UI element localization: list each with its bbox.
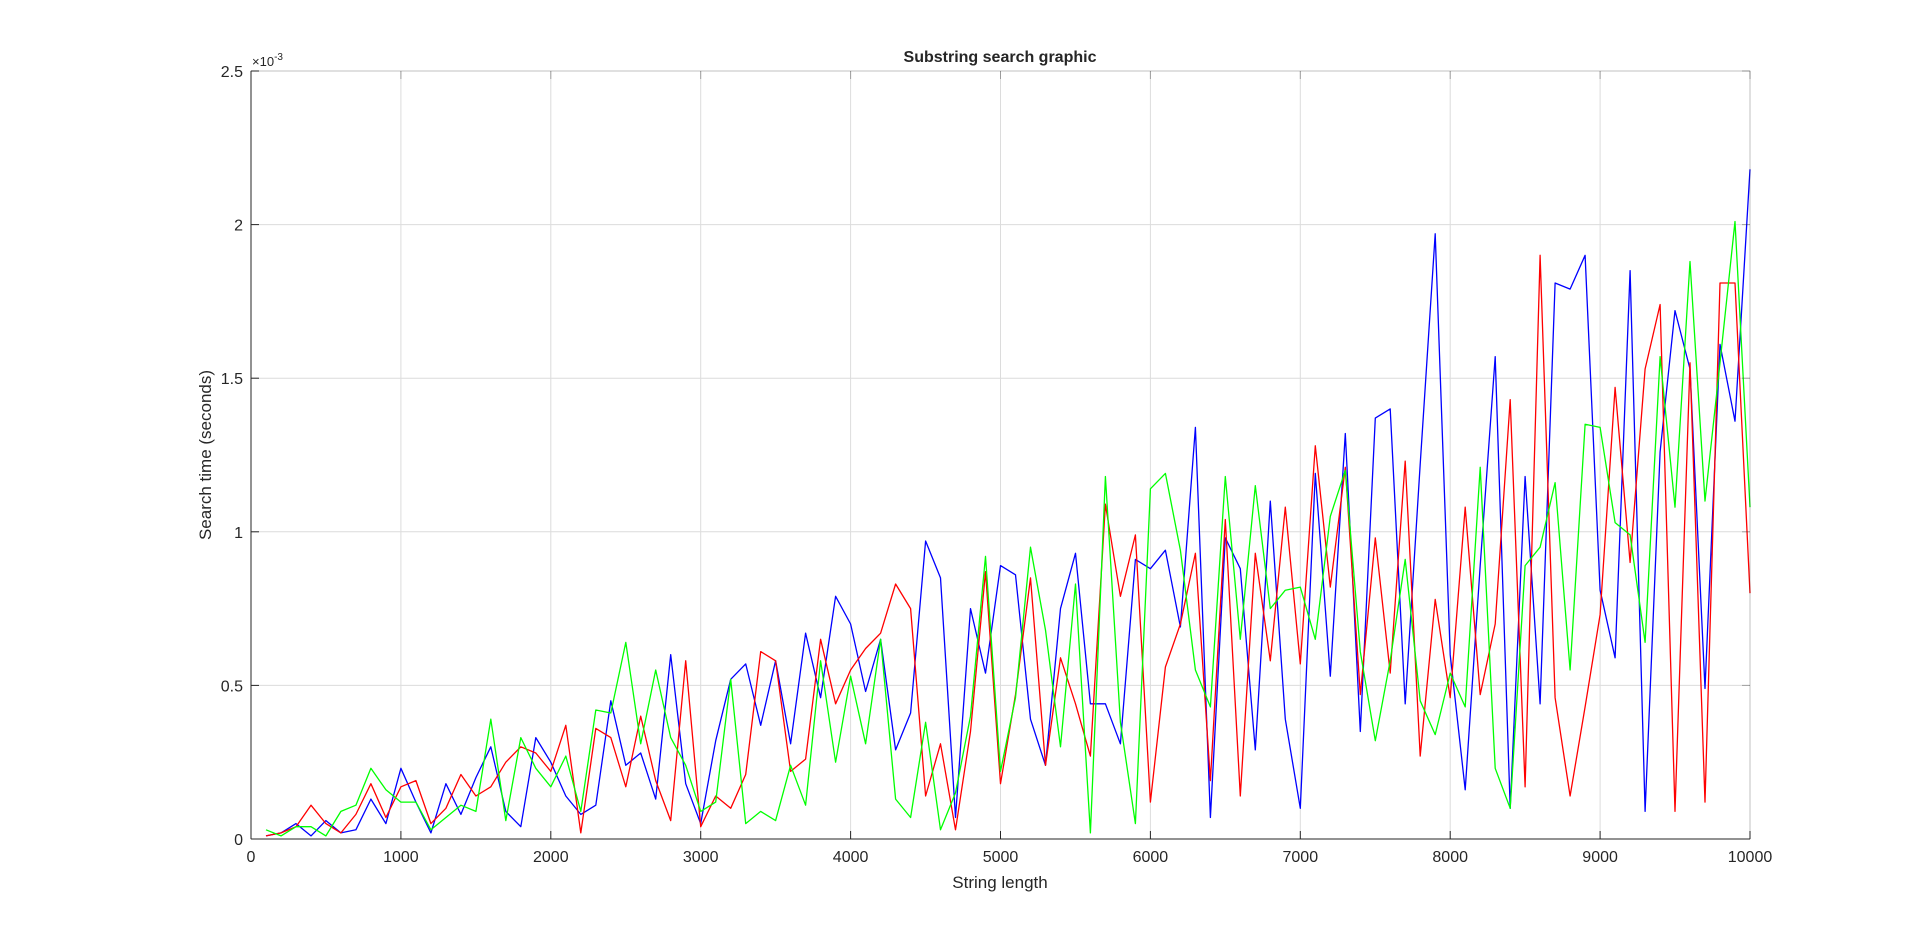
y-exponent-power: -3 bbox=[274, 52, 283, 63]
y-tick-label: 1.5 bbox=[221, 371, 243, 388]
chart-title: Substring search graphic bbox=[904, 49, 1097, 66]
y-ticks: 0 0.5 1 1.5 2 2.5 bbox=[221, 64, 1750, 849]
x-tick-label: 9000 bbox=[1582, 849, 1618, 866]
y-tick-label: 2 bbox=[234, 218, 243, 235]
y-tick-label: 0.5 bbox=[221, 678, 243, 695]
x-ticks: 0 1000 2000 3000 4000 5000 6000 7000 8000 9000 100… bbox=[247, 71, 1773, 866]
series-line-1 bbox=[265, 169, 1751, 837]
x-tick-label: 0 bbox=[247, 849, 256, 866]
y-exponent-label: ×10-3 bbox=[252, 52, 283, 69]
series-line-2 bbox=[265, 254, 1751, 837]
series-line-3 bbox=[265, 220, 1751, 837]
grid-lines bbox=[251, 71, 1750, 839]
y-tick-label: 0 bbox=[234, 832, 243, 849]
x-tick-label: 5000 bbox=[983, 849, 1019, 866]
x-tick-label: 6000 bbox=[1133, 849, 1169, 866]
x-axis-label: String length bbox=[952, 873, 1047, 892]
x-tick-label: 10000 bbox=[1728, 849, 1773, 866]
x-tick-label: 2000 bbox=[533, 849, 569, 866]
x-tick-label: 8000 bbox=[1432, 849, 1468, 866]
x-tick-label: 7000 bbox=[1283, 849, 1319, 866]
y-exponent-base: ×10 bbox=[252, 54, 274, 69]
x-tick-label: 1000 bbox=[383, 849, 419, 866]
data-series bbox=[265, 169, 1751, 837]
y-tick-label: 1 bbox=[234, 525, 243, 542]
y-axis-label: Search time (seconds) bbox=[196, 370, 215, 540]
y-tick-label: 2.5 bbox=[221, 64, 243, 81]
x-tick-label: 4000 bbox=[833, 849, 869, 866]
x-tick-label: 3000 bbox=[683, 849, 719, 866]
